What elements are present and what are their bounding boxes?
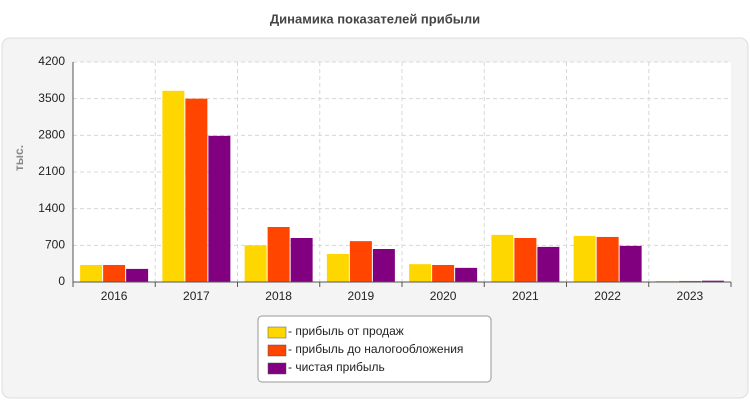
y-tick-label: 1400	[38, 201, 65, 215]
bar	[678, 280, 701, 282]
bar	[103, 264, 126, 282]
y-tick-label: 2800	[38, 128, 65, 142]
legend-box	[257, 315, 492, 383]
x-tick-label: 2022	[594, 289, 621, 303]
bar	[267, 227, 290, 282]
x-tick-label: 2018	[265, 289, 292, 303]
bar	[372, 249, 395, 282]
y-tick-label: 3500	[38, 91, 65, 105]
bar	[537, 246, 560, 282]
x-tick-label: 2023	[677, 289, 704, 303]
bar	[432, 264, 455, 282]
legend-label: - прибыль от продаж	[288, 324, 404, 338]
y-tick-label: 2100	[38, 164, 65, 178]
x-tick-label: 2017	[183, 289, 210, 303]
bar	[185, 98, 208, 283]
bar	[290, 238, 313, 282]
legend-label: - прибыль до налогообложения	[288, 342, 463, 356]
x-tick-label: 2016	[101, 289, 128, 303]
y-tick-label: 700	[45, 238, 65, 252]
bar	[244, 245, 267, 282]
y-axis-label: тыс.	[12, 145, 26, 171]
legend-swatch	[267, 344, 287, 357]
bar	[349, 241, 372, 282]
bar	[208, 135, 231, 282]
bar	[655, 280, 678, 282]
bar	[326, 253, 349, 282]
bar	[596, 236, 619, 282]
bar	[409, 264, 432, 282]
x-tick-label: 2019	[348, 289, 375, 303]
bar	[455, 267, 478, 282]
bar	[701, 280, 724, 282]
x-tick-label: 2021	[512, 289, 539, 303]
bar	[514, 238, 537, 282]
x-tick-label: 2020	[430, 289, 457, 303]
bar	[573, 235, 596, 282]
legend-label: - чистая прибыль	[288, 360, 385, 374]
bar	[80, 264, 103, 282]
legend-swatch	[267, 362, 287, 375]
bar	[619, 245, 642, 282]
chart-title: Динамика показателей прибыли	[270, 11, 480, 26]
y-tick-label: 4200	[38, 54, 65, 68]
y-tick-label: 0	[58, 274, 65, 288]
bar	[126, 268, 149, 282]
bar	[491, 234, 514, 282]
bar	[162, 90, 185, 282]
legend-swatch	[267, 326, 287, 339]
